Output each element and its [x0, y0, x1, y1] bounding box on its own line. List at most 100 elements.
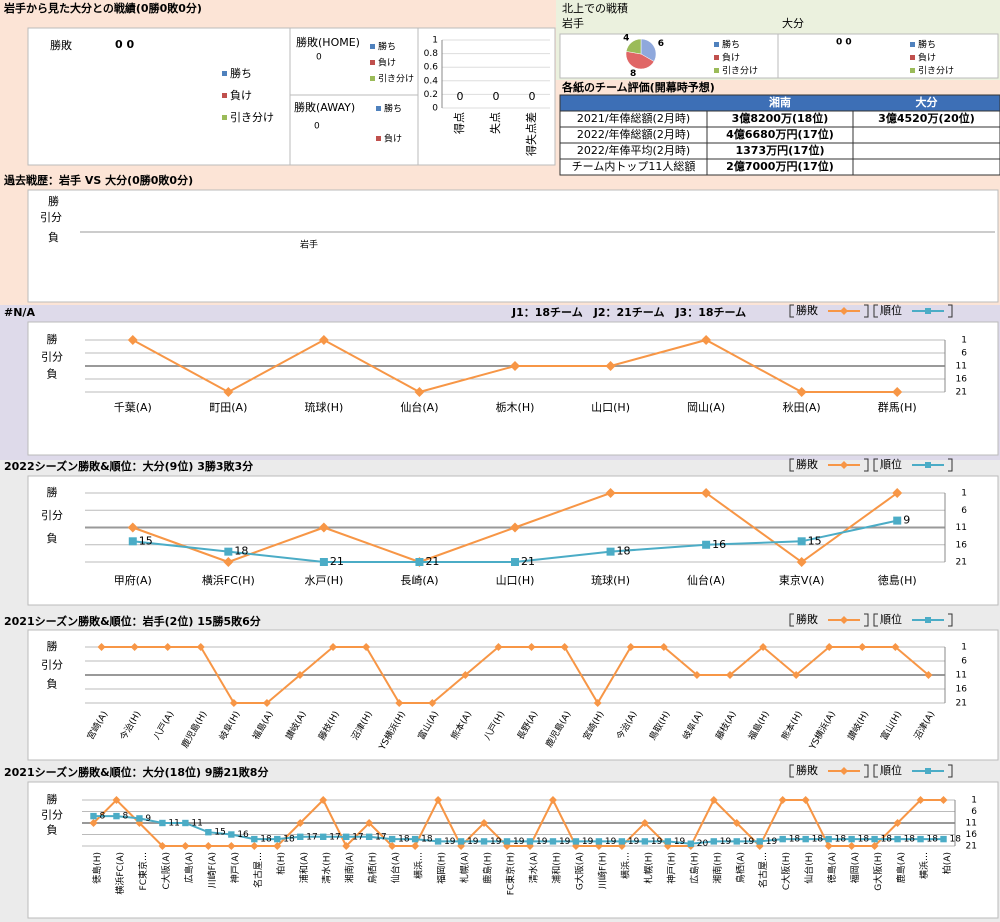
legend-label: 勝ち [722, 39, 740, 51]
x-tick-label: 仙台(A) [390, 852, 402, 883]
legend-label: 勝ち [230, 66, 252, 80]
x-tick-label: 横浜… [413, 852, 425, 879]
y2-tick-label: 11 [956, 362, 967, 372]
marker [726, 671, 734, 679]
marker [626, 643, 635, 651]
kitakami-home-box [559, 33, 779, 79]
marker [365, 819, 374, 827]
marker [687, 840, 695, 847]
x-tick-label: 横浜… [918, 852, 930, 879]
marker [229, 699, 238, 707]
legend-label: 負け [230, 89, 252, 102]
data-label: 18 [904, 835, 916, 845]
overview-title: 岩手から見た大分との戦績(0勝0敗0分) [3, 1, 202, 15]
data-label: 0 [529, 90, 536, 103]
legend-label: 勝ち [384, 103, 402, 115]
marker [732, 819, 741, 827]
marker [709, 796, 718, 804]
x-tick-label: 清水(A) [527, 852, 539, 883]
x-tick-label: 徳島(A) [826, 852, 838, 883]
marker [388, 842, 397, 850]
history-y-label: 引分 [40, 210, 62, 224]
marker [262, 699, 271, 707]
plot-box [27, 781, 999, 919]
marker [756, 838, 763, 845]
marker [892, 488, 903, 498]
x-tick-label: 琉球(H) [591, 573, 630, 587]
marker [847, 842, 856, 850]
marker [296, 671, 304, 679]
data-label: 18 [950, 835, 962, 845]
data-label: 15 [808, 534, 822, 547]
table-cell [852, 142, 1000, 160]
evaluation-title: 各紙のチーム評価(開幕時予想) [561, 80, 715, 94]
marker [916, 796, 925, 804]
marker [414, 387, 425, 397]
legend-label: 順位 [880, 457, 902, 471]
history-box [27, 189, 999, 303]
data-label: 21 [425, 555, 439, 568]
history-category: 岩手 [300, 239, 318, 251]
marker [825, 643, 834, 651]
x-tick-label: 横浜FC(H) [202, 573, 255, 587]
chart-subtitle: J1：18チーム J2：21チーム J3：18チーム [511, 306, 746, 319]
legend-bracket [789, 458, 794, 472]
y2-tick-label: 6 [961, 657, 967, 667]
data-label: 4 [623, 33, 629, 43]
data-label: 18 [234, 545, 248, 558]
x-tick-label: 琉球(H) [304, 400, 343, 414]
data-label: 6 [658, 39, 664, 49]
marker [97, 643, 106, 651]
marker [605, 361, 616, 371]
marker [127, 335, 138, 345]
legend-marker [840, 307, 848, 315]
x-tick-label: 徳島(H) [878, 573, 917, 587]
y2-tick-label: 21 [966, 842, 977, 852]
marker [196, 643, 205, 651]
legend-label: 引き分け [230, 110, 274, 124]
marker [411, 842, 420, 850]
legend-swatch [910, 68, 915, 73]
data-label: 19 [559, 837, 571, 847]
data-label: 16 [712, 538, 726, 551]
legend-label: 引き分け [378, 74, 414, 85]
data-label: 18 [835, 835, 847, 845]
marker [113, 812, 120, 820]
y2-tick-label: 21 [956, 699, 967, 709]
x-tick-label: 仙台(H) [803, 852, 815, 884]
data-label: 9 [145, 814, 151, 824]
data-label: 19 [536, 837, 548, 847]
legend-swatch [714, 68, 719, 73]
x-tick-label: 川崎F(A) [206, 852, 218, 888]
y-tick-label: 勝 [47, 792, 58, 806]
y2-tick-label: 21 [956, 388, 967, 398]
y2-tick-label: 1 [971, 796, 977, 806]
marker [733, 838, 740, 845]
x-tick-label: 仙台(A) [400, 400, 438, 414]
data-label: 18 [789, 835, 801, 845]
table-cell [852, 126, 1000, 144]
marker [158, 842, 167, 850]
marker [692, 671, 701, 679]
marker [824, 842, 833, 850]
data-label: 15 [214, 828, 225, 838]
marker [112, 796, 121, 804]
table-value: 3億8200万(18位) [732, 111, 829, 125]
marker [593, 699, 602, 707]
kitakami-away-box [777, 33, 999, 79]
marker [560, 643, 569, 651]
marker [223, 557, 234, 567]
table-row-label: 2022/年俸平均(2月時) [577, 143, 690, 157]
marker [163, 643, 172, 651]
x-tick-label: 清水(H) [321, 852, 333, 884]
kitakami-title: 北上での戦積 [562, 1, 628, 15]
marker [802, 835, 809, 843]
data-label: 21 [330, 555, 344, 568]
data-label: 19 [766, 837, 778, 847]
record-box [27, 27, 291, 166]
legend-swatch [370, 60, 375, 65]
y-tick-label: 勝 [47, 332, 58, 346]
legend-bracket [873, 613, 878, 627]
away-box [289, 94, 419, 166]
table-row-label: 2022/年俸総額(2月時) [577, 127, 690, 141]
